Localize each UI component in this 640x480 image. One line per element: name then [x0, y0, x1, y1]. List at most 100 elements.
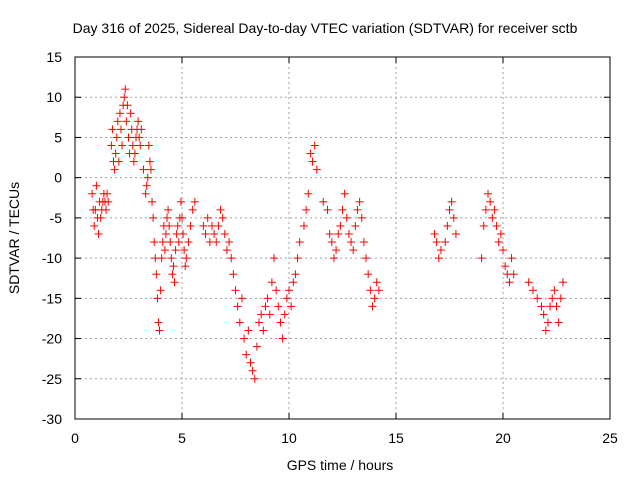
data-point	[135, 133, 144, 142]
data-point	[552, 302, 561, 311]
data-point	[237, 294, 246, 303]
data-point	[188, 205, 197, 214]
data-point	[174, 238, 183, 247]
data-point	[227, 254, 236, 263]
data-point	[160, 246, 169, 255]
data-point	[136, 141, 145, 150]
data-point	[214, 221, 223, 230]
data-point	[499, 246, 507, 255]
data-point	[114, 157, 123, 166]
data-point	[231, 286, 240, 295]
data-point	[488, 213, 497, 222]
data-point	[218, 213, 227, 222]
data-point	[113, 117, 122, 126]
data-point	[259, 326, 268, 335]
data-point	[554, 318, 563, 327]
data-point	[199, 221, 208, 230]
x-tick-label: 20	[495, 430, 511, 446]
data-point	[359, 238, 368, 247]
data-point	[312, 165, 321, 174]
data-point	[351, 221, 360, 230]
data-point	[374, 286, 383, 295]
y-tick-label: -10	[42, 250, 62, 266]
data-point	[265, 310, 274, 319]
plot-frame	[74, 56, 611, 420]
data-point	[285, 286, 293, 295]
data-point	[355, 197, 364, 206]
data-point	[319, 197, 328, 206]
data-point	[543, 318, 552, 327]
data-point	[118, 141, 127, 150]
data-point	[274, 302, 283, 311]
data-point	[445, 205, 454, 214]
data-point	[250, 374, 259, 383]
y-tick-label: -15	[42, 290, 62, 306]
data-point	[216, 205, 225, 214]
data-point	[362, 254, 371, 263]
axis-ticks	[74, 56, 611, 420]
y-axis-label: SDTVAR / TECUs	[6, 182, 22, 294]
data-point	[484, 189, 493, 198]
data-point	[129, 157, 138, 166]
data-point	[240, 334, 249, 343]
data-point	[146, 165, 155, 174]
data-point	[481, 205, 490, 214]
data-point	[154, 318, 163, 327]
data-point	[203, 213, 212, 222]
data-point	[449, 213, 458, 222]
data-point	[332, 246, 341, 255]
data-point	[496, 229, 505, 238]
data-point	[143, 173, 152, 182]
data-point	[242, 350, 251, 359]
data-point	[252, 342, 261, 351]
x-tick-label: 25	[602, 430, 618, 446]
data-point	[327, 238, 336, 247]
data-point	[167, 254, 176, 263]
data-points	[88, 85, 567, 383]
data-point	[336, 221, 345, 230]
data-point	[434, 254, 443, 263]
data-point	[108, 125, 117, 134]
data-point	[166, 238, 175, 247]
data-point	[102, 205, 111, 214]
data-point	[233, 302, 242, 311]
data-point	[308, 157, 317, 166]
data-point	[170, 278, 179, 287]
y-tick-label: 10	[46, 89, 62, 105]
data-point	[490, 205, 499, 214]
data-point	[287, 302, 296, 311]
data-point	[126, 109, 135, 118]
data-point	[278, 334, 287, 343]
data-point	[94, 229, 103, 238]
data-point	[537, 302, 546, 311]
x-tick-label: 15	[388, 430, 404, 446]
y-tick-label: -20	[42, 331, 62, 347]
data-point	[310, 141, 319, 150]
data-point	[304, 189, 313, 198]
data-point	[128, 141, 137, 150]
data-point	[103, 189, 112, 198]
grid	[75, 57, 610, 419]
data-point	[441, 238, 450, 247]
data-point	[120, 93, 129, 102]
data-point	[291, 270, 300, 279]
data-point	[156, 286, 165, 295]
data-point	[246, 358, 255, 367]
data-point	[432, 238, 441, 247]
data-point	[248, 366, 257, 375]
data-point	[165, 221, 174, 230]
data-point	[541, 326, 550, 335]
data-point	[123, 101, 132, 110]
data-point	[130, 149, 139, 158]
data-point	[295, 238, 304, 247]
data-point	[289, 278, 298, 287]
data-point	[524, 278, 533, 287]
data-point	[124, 133, 133, 142]
data-point	[349, 246, 358, 255]
data-point	[528, 286, 537, 295]
data-point	[190, 197, 199, 206]
data-point	[122, 117, 131, 126]
data-point	[357, 213, 366, 222]
data-point	[180, 246, 189, 255]
